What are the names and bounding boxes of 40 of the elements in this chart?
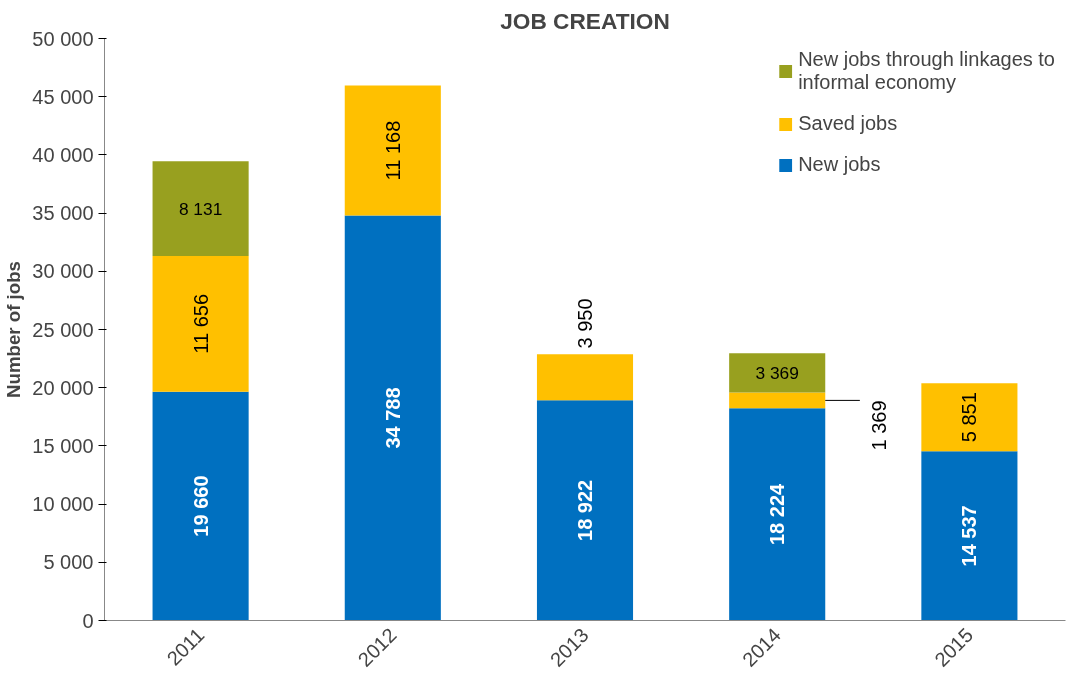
- legend-label: New jobs: [798, 153, 881, 176]
- y-tick-label: 30 000: [32, 260, 94, 283]
- data-label: 8 131: [178, 198, 223, 219]
- bar: [921, 383, 1018, 452]
- y-tick-label: 45 000: [32, 85, 94, 108]
- y-tick-label: 40 000: [32, 143, 94, 166]
- bar: [152, 255, 249, 392]
- bar: [729, 408, 826, 621]
- data-label: 11 656: [189, 293, 212, 354]
- y-tick-label: 20 000: [32, 376, 94, 399]
- y-tick-label: 5 000: [43, 551, 94, 574]
- data-label: 18 922: [574, 479, 596, 541]
- data-label: 3 369: [755, 362, 799, 383]
- bar: [921, 451, 1018, 621]
- y-axis-title: Number of jobs: [3, 261, 25, 398]
- bar: [344, 85, 441, 216]
- data-label: 34 788: [381, 387, 404, 449]
- data-label: 5 851: [958, 392, 981, 443]
- data-label: 1 369: [868, 400, 891, 451]
- data-label: 18 224: [766, 482, 789, 546]
- y-tick-label: 35 000: [32, 202, 94, 225]
- bar: [536, 400, 634, 621]
- bar: [536, 354, 634, 401]
- y-tick-label: 10 000: [32, 493, 94, 516]
- bar: [152, 391, 249, 621]
- y-tick-label: 0: [82, 609, 94, 632]
- y-tick-label: 50 000: [32, 27, 94, 50]
- bar: [729, 392, 826, 409]
- legend-label: New jobs through linkages to informal economy: [798, 48, 1055, 94]
- data-label: 3 950: [574, 298, 596, 349]
- y-tick-label: 25 000: [32, 318, 94, 341]
- data-label: 19 660: [189, 475, 212, 537]
- legend-label: Saved jobs: [798, 112, 898, 135]
- bar: [729, 353, 826, 393]
- data-label: 11 168: [381, 120, 404, 181]
- bar: [344, 215, 441, 621]
- chart-title: JOB CREATION: [500, 7, 670, 34]
- bar: [152, 161, 249, 256]
- y-tick-label: 15 000: [32, 434, 94, 457]
- data-label: 14 537: [958, 505, 981, 567]
